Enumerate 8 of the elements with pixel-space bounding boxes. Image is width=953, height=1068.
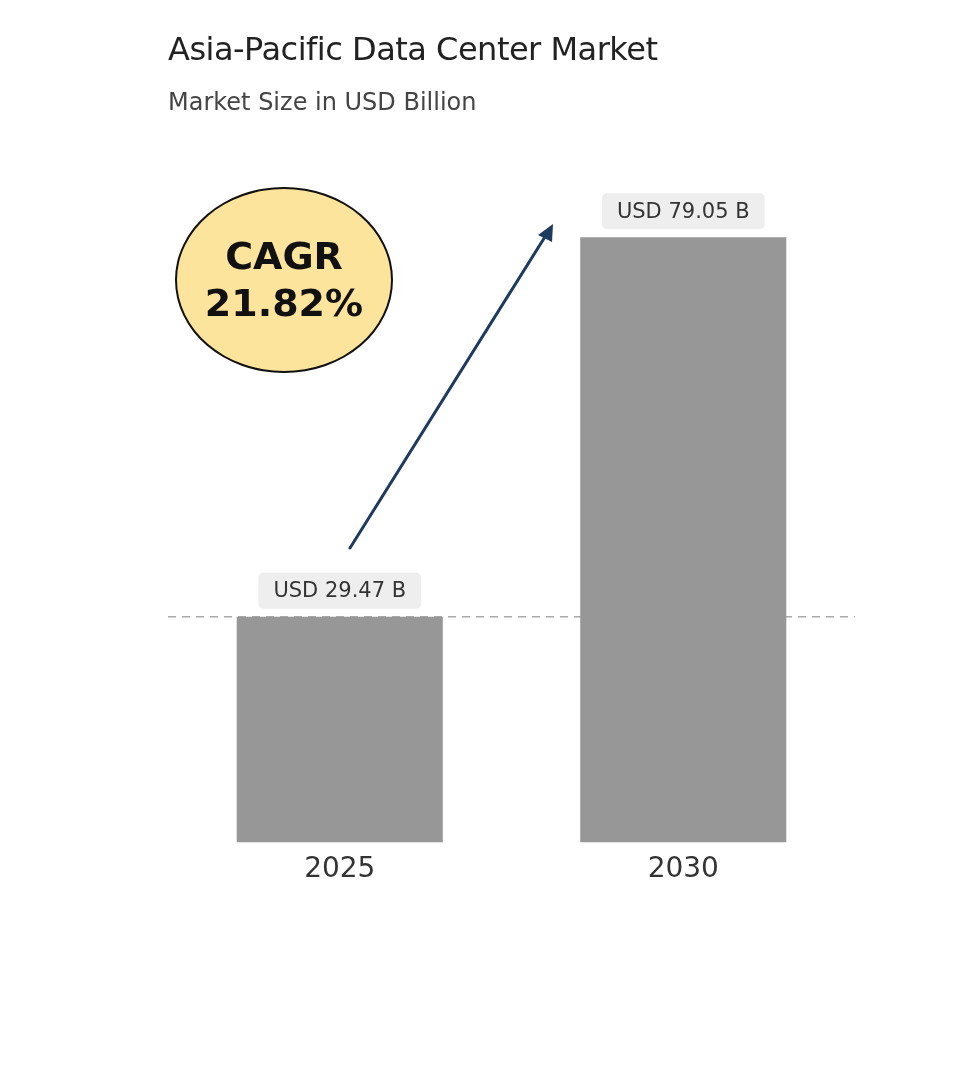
data-label: USD 79.05 B xyxy=(616,198,750,223)
data-label: USD 29.47 B xyxy=(273,578,407,603)
chart-subtitle: Market Size in USD Billion xyxy=(168,88,477,116)
ellipse-badge: CAGR 21.82% xyxy=(175,187,393,373)
x-tick-label: 2030 xyxy=(647,851,719,885)
annotation: CAGR 21.82% xyxy=(203,232,365,327)
x-tick-label: 2025 xyxy=(304,851,376,885)
chart-title: Asia-Pacific Data Center Market xyxy=(168,30,658,68)
